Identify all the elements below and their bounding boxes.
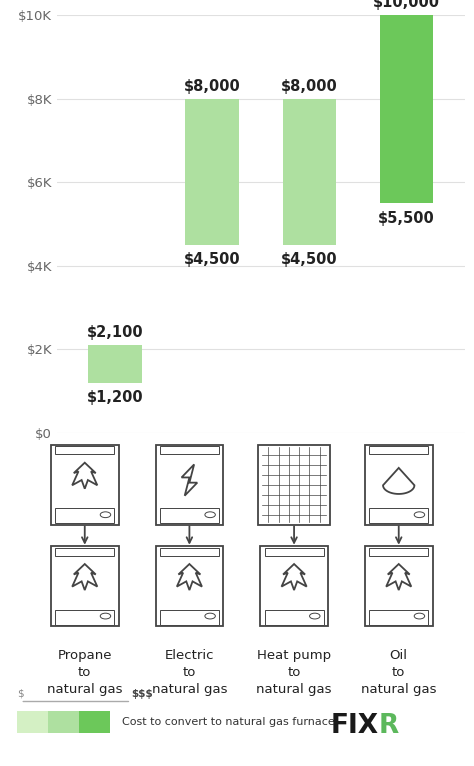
- Polygon shape: [282, 564, 307, 590]
- Text: $4,500: $4,500: [281, 253, 337, 267]
- Text: $8,000: $8,000: [281, 79, 337, 93]
- Bar: [185, 99, 239, 245]
- Bar: [369, 509, 428, 523]
- Bar: [160, 548, 219, 555]
- Polygon shape: [72, 463, 97, 489]
- Bar: [260, 546, 328, 626]
- Circle shape: [100, 613, 111, 619]
- Text: Cost to convert to natural gas furnace: Cost to convert to natural gas furnace: [122, 717, 335, 727]
- Circle shape: [205, 512, 215, 518]
- Text: FIX: FIX: [330, 713, 378, 739]
- Text: R: R: [378, 713, 399, 739]
- Bar: [160, 447, 219, 454]
- Bar: [160, 610, 219, 625]
- Bar: [155, 445, 223, 525]
- Circle shape: [310, 613, 320, 619]
- Bar: [79, 711, 110, 733]
- Text: $2,100: $2,100: [87, 325, 144, 340]
- Bar: [89, 345, 142, 383]
- Bar: [55, 610, 114, 625]
- Bar: [283, 99, 336, 245]
- Bar: [55, 548, 114, 555]
- Text: $1,200: $1,200: [87, 390, 144, 405]
- Bar: [369, 447, 428, 454]
- Text: $4,500: $4,500: [184, 253, 240, 267]
- Bar: [369, 548, 428, 555]
- Polygon shape: [182, 464, 197, 496]
- Bar: [160, 509, 219, 523]
- Text: $$$: $$$: [131, 689, 153, 699]
- Bar: [380, 15, 433, 203]
- Bar: [264, 610, 324, 625]
- Circle shape: [414, 613, 425, 619]
- Circle shape: [205, 613, 215, 619]
- Bar: [365, 445, 432, 525]
- Polygon shape: [72, 564, 97, 590]
- Bar: [51, 546, 118, 626]
- Bar: [258, 445, 330, 525]
- Circle shape: [414, 512, 425, 518]
- Circle shape: [100, 512, 111, 518]
- Text: $5,500: $5,500: [378, 211, 435, 226]
- Bar: [365, 546, 432, 626]
- Bar: [155, 546, 223, 626]
- Bar: [51, 445, 118, 525]
- Polygon shape: [177, 564, 202, 590]
- Text: Propane
to
natural gas: Propane to natural gas: [47, 649, 122, 696]
- Polygon shape: [383, 468, 414, 494]
- Text: Electric
to
natural gas: Electric to natural gas: [152, 649, 227, 696]
- Polygon shape: [386, 564, 411, 590]
- Text: Heat pump
to
natural gas: Heat pump to natural gas: [256, 649, 332, 696]
- Text: $10,000: $10,000: [373, 0, 440, 10]
- Text: Oil
to
natural gas: Oil to natural gas: [361, 649, 437, 696]
- Text: $: $: [17, 689, 24, 699]
- Bar: [48, 711, 79, 733]
- Bar: [264, 548, 324, 555]
- Bar: [17, 711, 48, 733]
- Bar: [369, 610, 428, 625]
- Bar: [55, 447, 114, 454]
- Bar: [55, 509, 114, 523]
- Text: $8,000: $8,000: [184, 79, 240, 93]
